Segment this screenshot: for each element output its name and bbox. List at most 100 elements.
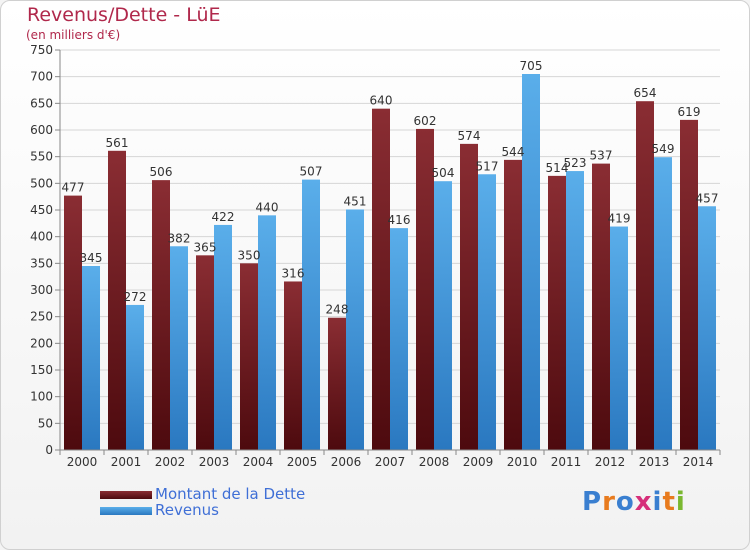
- value-label-debt-2004: 350: [238, 248, 261, 262]
- x-tick-label-2007: 2007: [375, 455, 406, 469]
- value-label-revenue-2004: 440: [256, 200, 279, 214]
- value-label-debt-2007: 640: [370, 94, 393, 108]
- value-label-debt-2012: 537: [590, 149, 613, 163]
- bar-revenue-2007: [390, 228, 408, 450]
- proxiti-logo: Proxiti: [582, 487, 686, 517]
- bar-debt-2006: [328, 317, 346, 450]
- y-tick-label: 100: [30, 390, 53, 404]
- y-tick-label: 700: [30, 70, 53, 84]
- value-label-revenue-2003: 422: [212, 210, 235, 224]
- bar-debt-2009: [460, 143, 478, 450]
- y-tick-label: 200: [30, 336, 53, 350]
- value-label-debt-2003: 365: [194, 240, 217, 254]
- bar-revenue-2011: [566, 171, 584, 451]
- value-label-revenue-2012: 419: [608, 212, 631, 226]
- logo-letter: i: [675, 487, 686, 517]
- value-label-revenue-2001: 272: [124, 290, 147, 304]
- y-tick-label: 0: [45, 443, 53, 457]
- x-tick-label-2008: 2008: [419, 455, 450, 469]
- x-tick-label-2010: 2010: [507, 455, 538, 469]
- y-tick-label: 50: [38, 416, 53, 430]
- bar-debt-2003: [196, 255, 214, 450]
- bar-debt-2002: [152, 180, 170, 450]
- x-tick-label-2006: 2006: [331, 455, 362, 469]
- value-label-debt-2014: 619: [678, 105, 701, 119]
- bar-revenue-2004: [258, 215, 276, 450]
- x-tick-label-2003: 2003: [199, 455, 230, 469]
- logo-letter: i: [652, 487, 663, 517]
- value-label-revenue-2002: 382: [168, 231, 191, 245]
- value-label-debt-2010: 544: [502, 145, 525, 159]
- y-tick-label: 250: [30, 310, 53, 324]
- logo-letter: P: [582, 487, 603, 517]
- bar-debt-2010: [504, 159, 522, 450]
- logo-letter: o: [615, 487, 635, 517]
- y-tick-label: 750: [30, 43, 53, 57]
- y-tick-label: 150: [30, 363, 53, 377]
- x-tick-label-2012: 2012: [595, 455, 626, 469]
- value-label-revenue-2007: 416: [388, 213, 411, 227]
- bar-debt-2012: [592, 163, 610, 450]
- bar-revenue-2010: [522, 74, 540, 450]
- bar-revenue-2014: [698, 206, 716, 450]
- y-tick-label: 600: [30, 123, 53, 137]
- logo-letter: t: [662, 487, 676, 517]
- bar-revenue-2005: [302, 179, 320, 450]
- value-label-revenue-2009: 517: [476, 159, 499, 173]
- y-tick-label: 400: [30, 230, 53, 244]
- value-label-revenue-2011: 523: [564, 156, 587, 170]
- legend-label-revenue: Revenus: [155, 501, 219, 519]
- value-label-debt-2006: 248: [326, 303, 349, 317]
- x-tick-label-2005: 2005: [287, 455, 318, 469]
- bar-debt-2011: [548, 175, 566, 450]
- bar-debt-2005: [284, 281, 302, 450]
- chart-title: Revenus/Dette - LüE: [27, 4, 221, 26]
- value-label-debt-2009: 574: [458, 129, 481, 143]
- y-tick-label: 350: [30, 256, 53, 270]
- bar-revenue-2009: [478, 174, 496, 450]
- chart-subtitle: (en milliers d'€): [26, 28, 121, 42]
- legend-label-debt: Montant de la Dette: [155, 485, 306, 503]
- value-label-revenue-2008: 504: [432, 166, 455, 180]
- bar-debt-2013: [636, 101, 654, 450]
- bar-revenue-2006: [346, 209, 364, 450]
- x-tick-label-2011: 2011: [551, 455, 582, 469]
- bar-revenue-2003: [214, 224, 232, 450]
- value-label-debt-2000: 477: [62, 181, 85, 195]
- legend-swatch-debt: [100, 491, 152, 499]
- y-tick-label: 650: [30, 96, 53, 110]
- x-tick-label-2002: 2002: [155, 455, 186, 469]
- y-tick-label: 300: [30, 283, 53, 297]
- bar-revenue-2002: [170, 246, 188, 450]
- logo-letter: x: [634, 487, 653, 517]
- value-label-debt-2001: 561: [106, 136, 129, 150]
- value-label-revenue-2014: 457: [696, 191, 719, 205]
- bar-revenue-2013: [654, 157, 672, 450]
- bar-revenue-2000: [82, 266, 100, 450]
- value-label-debt-2013: 654: [634, 86, 657, 100]
- bar-revenue-2012: [610, 226, 628, 450]
- bar-debt-2000: [64, 195, 82, 450]
- value-label-debt-2002: 506: [150, 165, 173, 179]
- y-tick-label: 500: [30, 176, 53, 190]
- value-label-revenue-2000: 345: [80, 251, 103, 265]
- legend-swatch-revenue: [100, 507, 152, 515]
- value-label-revenue-2005: 507: [300, 165, 323, 179]
- x-tick-label-2000: 2000: [67, 455, 98, 469]
- value-label-revenue-2013: 549: [652, 142, 675, 156]
- x-tick-label-2009: 2009: [463, 455, 494, 469]
- bar-debt-2004: [240, 263, 258, 450]
- bar-debt-2007: [372, 108, 390, 451]
- y-tick-label: 450: [30, 203, 53, 217]
- value-label-debt-2011: 514: [546, 161, 569, 175]
- x-tick-label-2014: 2014: [683, 455, 714, 469]
- x-tick-label-2004: 2004: [243, 455, 274, 469]
- x-tick-label-2013: 2013: [639, 455, 670, 469]
- value-label-revenue-2010: 705: [520, 59, 543, 73]
- value-label-debt-2005: 316: [282, 266, 305, 280]
- value-label-revenue-2006: 451: [344, 194, 367, 208]
- bar-debt-2008: [416, 128, 434, 450]
- bar-revenue-2001: [126, 304, 144, 450]
- value-label-debt-2008: 602: [414, 114, 437, 128]
